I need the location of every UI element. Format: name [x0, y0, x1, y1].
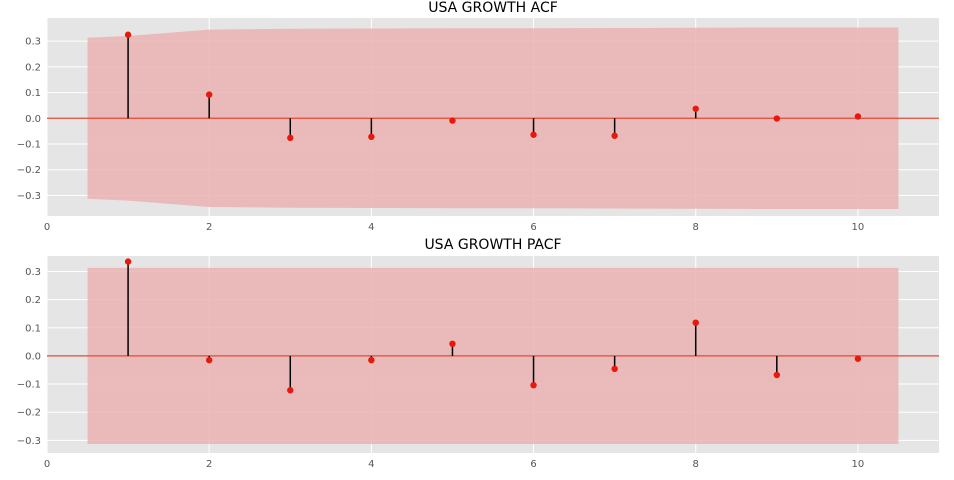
- acf-xtick-label: 8: [693, 222, 699, 233]
- pacf-xtick-label: 6: [530, 459, 536, 470]
- pacf-ytick-label: −0.1: [17, 380, 41, 391]
- pacf-xtick-label: 2: [206, 459, 212, 470]
- acf-markers: [124, 31, 862, 142]
- pacf-panel: 0.3 0.2 0.1 0.0 −0.1 −0.2 −0.3 0 2 4 6 8 10 USA GRO…: [17, 237, 939, 470]
- acf-marker-lag-9: [773, 115, 781, 122]
- pacf-marker-lag-2: [205, 356, 213, 364]
- pacf-ytick-label: 0.2: [25, 295, 41, 306]
- pacf-marker-lag-6: [530, 381, 537, 389]
- acf-xtick-label: 0: [44, 222, 50, 233]
- acf-marker-lag-10: [854, 113, 862, 120]
- acf-title: USA GROWTH ACF: [428, 0, 558, 16]
- acf-xtick-label: 4: [368, 222, 374, 233]
- pacf-ytick-label: 0.1: [25, 323, 41, 334]
- acf-y-ticks: 0.3 0.2 0.1 0.0 −0.1 −0.2 −0.3: [17, 37, 41, 202]
- pacf-marker-lag-4: [368, 356, 375, 364]
- acf-ytick-label: 0.2: [25, 62, 41, 73]
- pacf-ytick-label: −0.3: [17, 436, 41, 447]
- acf-ytick-label: −0.2: [17, 165, 41, 176]
- acf-xtick-label: 2: [206, 222, 212, 233]
- acf-marker-lag-1: [124, 31, 132, 38]
- acf-ytick-label: 0.0: [25, 114, 41, 125]
- acf-marker-lag-4: [368, 133, 375, 140]
- acf-xtick-label: 10: [852, 222, 865, 233]
- pacf-marker-lag-8: [692, 319, 699, 326]
- pacf-marker-lag-3: [287, 387, 294, 394]
- pacf-ytick-label: 0.3: [25, 267, 41, 278]
- pacf-marker-lag-9: [773, 371, 781, 379]
- pacf-marker-lag-7: [611, 365, 618, 373]
- acf-ytick-label: −0.1: [17, 140, 41, 151]
- pacf-x-ticks: 0 2 4 6 8 10: [44, 459, 864, 470]
- pacf-stems: [127, 261, 859, 391]
- pacf-marker-lag-10: [854, 355, 862, 362]
- pacf-ytick-label: 0.0: [25, 351, 41, 362]
- acf-marker-lag-2: [205, 91, 213, 98]
- pacf-marker-lag-1: [124, 258, 132, 265]
- pacf-marker-lag-5: [449, 340, 456, 348]
- pacf-markers: [124, 258, 862, 394]
- pacf-xtick-label: 8: [693, 459, 699, 470]
- pacf-xtick-label: 0: [44, 459, 50, 470]
- acf-marker-lag-7: [611, 132, 618, 139]
- pacf-xtick-label: 10: [852, 459, 865, 470]
- acf-ytick-label: 0.3: [25, 37, 41, 48]
- acf-x-ticks: 0 2 4 6 8 10: [44, 222, 864, 233]
- acf-ytick-label: −0.3: [17, 191, 41, 202]
- pacf-y-ticks: 0.3 0.2 0.1 0.0 −0.1 −0.2 −0.3: [17, 267, 41, 447]
- pacf-ytick-label: −0.2: [17, 408, 41, 419]
- pacf-title: USA GROWTH PACF: [424, 237, 561, 253]
- pacf-xtick-label: 4: [368, 459, 374, 470]
- acf-marker-lag-5: [449, 117, 456, 124]
- acf-marker-lag-3: [287, 134, 294, 142]
- acf-panel: 0.3 0.2 0.1 0.0 −0.1 −0.2 −0.3 0 2 4 6 8 10 USA GRO…: [17, 0, 939, 233]
- acf-marker-lag-6: [530, 131, 537, 138]
- acf-marker-lag-8: [692, 105, 699, 112]
- acf-ytick-label: 0.1: [25, 88, 41, 99]
- acf-xtick-label: 6: [530, 222, 536, 233]
